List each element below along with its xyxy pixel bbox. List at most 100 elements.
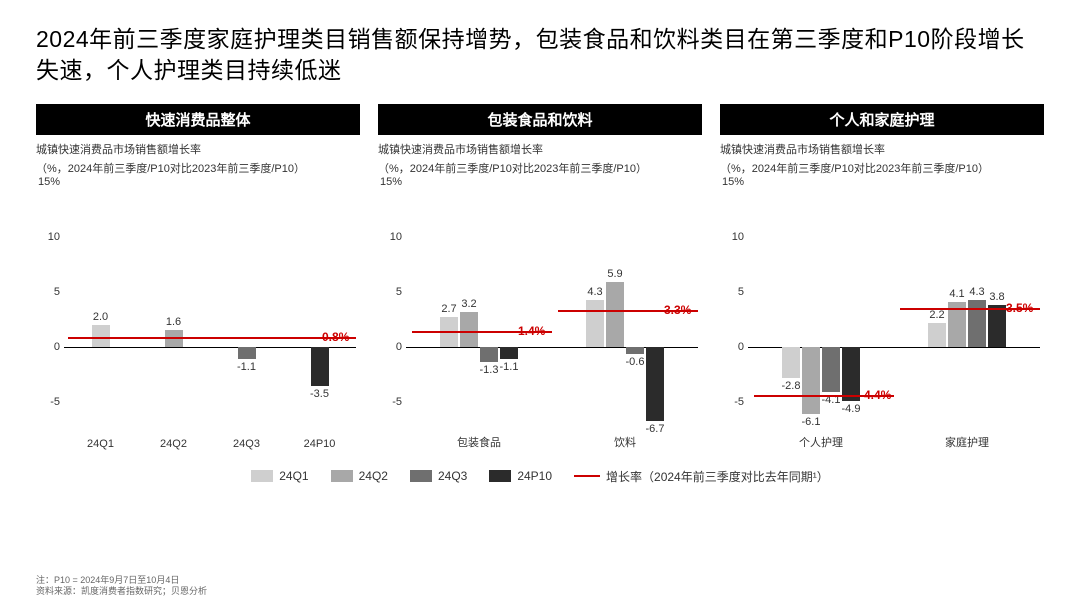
reference-line bbox=[68, 337, 356, 339]
y-tick-label: 5 bbox=[720, 286, 744, 298]
x-category-label: 家庭护理 bbox=[945, 434, 989, 450]
legend-swatch bbox=[331, 470, 353, 482]
y-tick-label: 5 bbox=[378, 286, 402, 298]
y-tick-label: 15% bbox=[378, 176, 402, 188]
bar-value-label: 2.2 bbox=[929, 309, 944, 321]
bar bbox=[802, 347, 820, 414]
footnote-line: 注：P10 = 2024年9月7日至10月4日 bbox=[36, 575, 207, 587]
legend-item: 24Q1 bbox=[251, 469, 308, 483]
chart: 2.7 3.2 -1.3-1.1 4.3 5.9 -0.6 -6.7 1.4% 3.3% -5 0 5… bbox=[378, 182, 702, 452]
panel-header: 包装食品和饮料 bbox=[378, 104, 702, 135]
y-tick-label: 15% bbox=[36, 176, 60, 188]
bar bbox=[500, 347, 518, 359]
bar-value-label: 5.9 bbox=[607, 268, 622, 280]
bar-value-label: 3.8 bbox=[989, 291, 1004, 303]
bar bbox=[626, 347, 644, 354]
bar-value-label: -1.1 bbox=[500, 361, 519, 373]
bar-value-label: 3.2 bbox=[461, 298, 476, 310]
y-tick-label: 10 bbox=[378, 231, 402, 243]
bar-value-label: 2.7 bbox=[441, 303, 456, 315]
x-category-label: 包装食品 bbox=[457, 434, 501, 450]
legend-swatch bbox=[410, 470, 432, 482]
x-category-label: 24Q3 bbox=[233, 438, 260, 450]
legend-item: 24Q3 bbox=[410, 469, 467, 483]
bar bbox=[928, 323, 946, 347]
panel-header: 快速消费品整体 bbox=[36, 104, 360, 135]
legend-swatch bbox=[251, 470, 273, 482]
bar bbox=[480, 347, 498, 361]
legend: 24Q1 24Q2 24Q3 24P10 增长率（2024年前三季度对比去年同期¹） bbox=[36, 468, 1044, 485]
bar-value-label: -3.5 bbox=[310, 388, 329, 400]
bar-value-label: 1.6 bbox=[166, 316, 181, 328]
panel: 快速消费品整体城镇快速消费品市场销售额增长率 （%，2024年前三季度/P10对比… bbox=[36, 104, 360, 452]
panel-subtitle: （%，2024年前三季度/P10对比2023年前三季度/P10） bbox=[378, 162, 702, 177]
legend-swatch bbox=[489, 470, 511, 482]
legend-label: 24Q1 bbox=[279, 469, 308, 483]
legend-item: 24P10 bbox=[489, 469, 552, 483]
chart: -2.8-6.1-4.1-4.92.24.14.33.8-4.4%3.5%-50… bbox=[720, 182, 1044, 452]
footnote-line: 资料来源：凯度消费者指数研究；贝恩分析 bbox=[36, 586, 207, 598]
y-tick-label: 5 bbox=[36, 286, 60, 298]
legend-item-line: 增长率（2024年前三季度对比去年同期¹） bbox=[574, 468, 829, 485]
panel-subtitle: 城镇快速消费品市场销售额增长率 bbox=[378, 143, 702, 158]
panels-row: 快速消费品整体城镇快速消费品市场销售额增长率 （%，2024年前三季度/P10对比… bbox=[36, 104, 1044, 452]
panel-subtitle: （%，2024年前三季度/P10对比2023年前三季度/P10） bbox=[36, 162, 360, 177]
reference-line-label: 3.5% bbox=[1006, 301, 1033, 315]
panel-subtitle: 城镇快速消费品市场销售额增长率 bbox=[36, 143, 360, 158]
bar bbox=[92, 325, 110, 347]
reference-line-label: -4.4% bbox=[860, 388, 891, 402]
bar bbox=[646, 347, 664, 421]
panel: 个人和家庭护理城镇快速消费品市场销售额增长率 （%，2024年前三季度/P10对比… bbox=[720, 104, 1044, 452]
bar-value-label: -6.1 bbox=[802, 416, 821, 428]
legend-label: 24P10 bbox=[517, 469, 552, 483]
bar-value-label: -4.9 bbox=[842, 403, 861, 415]
y-tick-label: 0 bbox=[36, 341, 60, 353]
x-category-label: 24P10 bbox=[304, 438, 336, 450]
bar-value-label: 4.3 bbox=[969, 286, 984, 298]
legend-line-swatch bbox=[574, 475, 600, 477]
y-tick-label: 0 bbox=[720, 341, 744, 353]
page-title: 2024年前三季度家庭护理类目销售额保持增势，包装食品和饮料类目在第三季度和P1… bbox=[36, 24, 1044, 86]
panel-header: 个人和家庭护理 bbox=[720, 104, 1044, 135]
bar bbox=[842, 347, 860, 401]
chart: 2.01.6-1.1-3.50.8%-5051015%24Q124Q224Q32… bbox=[36, 182, 360, 452]
footnote: 注：P10 = 2024年9月7日至10月4日 资料来源：凯度消费者指数研究；贝… bbox=[36, 575, 207, 598]
y-tick-label: -5 bbox=[378, 396, 402, 408]
y-tick-label: -5 bbox=[720, 396, 744, 408]
reference-line-label: 0.8% bbox=[322, 330, 349, 344]
y-tick-label: 10 bbox=[36, 231, 60, 243]
panel-subtitle: 城镇快速消费品市场销售额增长率 bbox=[720, 143, 1044, 158]
bar-value-label: -2.8 bbox=[782, 380, 801, 392]
bar-value-label: 4.1 bbox=[949, 288, 964, 300]
panel-subtitle: （%，2024年前三季度/P10对比2023年前三季度/P10） bbox=[720, 162, 1044, 177]
y-tick-label: 0 bbox=[378, 341, 402, 353]
bar bbox=[988, 305, 1006, 347]
bar-value-label: 2.0 bbox=[93, 311, 108, 323]
reference-line-label: 3.3% bbox=[664, 303, 691, 317]
y-tick-label: 10 bbox=[720, 231, 744, 243]
bar-value-label: 4.3 bbox=[587, 286, 602, 298]
bar bbox=[460, 312, 478, 347]
y-tick-label: 15% bbox=[720, 176, 744, 188]
bar-value-label: -6.7 bbox=[646, 423, 665, 435]
bar-value-label: -0.6 bbox=[626, 356, 645, 368]
bar bbox=[586, 300, 604, 347]
bar-value-label: -1.1 bbox=[237, 361, 256, 373]
bar-value-label: -1.3 bbox=[480, 364, 499, 376]
bar bbox=[238, 347, 256, 359]
x-category-label: 个人护理 bbox=[799, 434, 843, 450]
bar bbox=[311, 347, 329, 386]
legend-label: 24Q2 bbox=[359, 469, 388, 483]
legend-label: 24Q3 bbox=[438, 469, 467, 483]
bar bbox=[822, 347, 840, 392]
y-tick-label: -5 bbox=[36, 396, 60, 408]
panel: 包装食品和饮料城镇快速消费品市场销售额增长率 （%，2024年前三季度/P10对比… bbox=[378, 104, 702, 452]
legend-item: 24Q2 bbox=[331, 469, 388, 483]
bar bbox=[782, 347, 800, 378]
reference-line-label: 1.4% bbox=[518, 324, 545, 338]
legend-label: 增长率（2024年前三季度对比去年同期¹） bbox=[606, 468, 829, 485]
x-category-label: 24Q1 bbox=[87, 438, 114, 450]
x-category-label: 饮料 bbox=[614, 434, 636, 450]
x-category-label: 24Q2 bbox=[160, 438, 187, 450]
slide: 2024年前三季度家庭护理类目销售额保持增势，包装食品和饮料类目在第三季度和P1… bbox=[0, 0, 1080, 608]
